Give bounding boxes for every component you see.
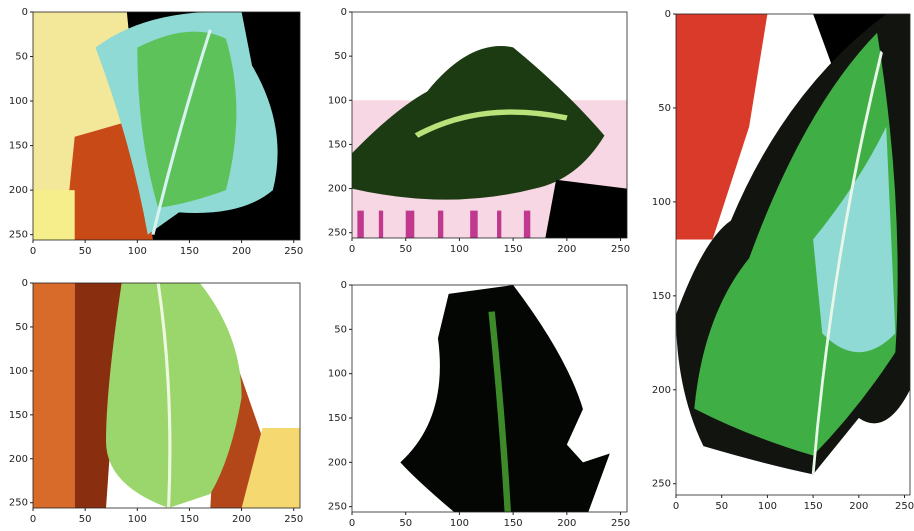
y-tick-label: 150 [328,413,347,424]
y-tick-label: 50 [334,51,347,62]
x-tick-label: 150 [504,518,523,527]
x-tick-label: 200 [557,518,576,527]
x-tick-label: 0 [30,514,36,525]
y-tick-label: 250 [328,502,347,513]
y-tick-label: 150 [9,141,28,152]
x-tick-label: 250 [284,246,303,257]
figure: 0501001502002500501001502002500501001502… [0,0,914,527]
y-tick-label: 0 [22,7,28,18]
x-tick-label: 50 [79,246,92,257]
x-tick-label: 0 [673,501,679,512]
image [33,12,300,240]
x-tick-label: 250 [611,518,630,527]
x-tick-label: 100 [758,501,777,512]
y-tick-label: 250 [9,230,28,241]
y-tick-label: 150 [9,410,28,421]
x-tick-label: 50 [399,244,412,255]
y-tick-label: 150 [652,291,671,302]
y-tick-label: 0 [341,280,347,291]
image [352,285,627,512]
y-tick-label: 200 [652,385,671,396]
y-tick-label: 50 [15,322,28,333]
x-tick-label: 150 [504,244,523,255]
x-tick-label: 50 [79,514,92,525]
y-tick-label: 200 [328,457,347,468]
y-tick-label: 200 [328,184,347,195]
y-tick-label: 250 [9,498,28,509]
x-tick-label: 150 [804,501,823,512]
x-tick-label: 200 [557,244,576,255]
x-tick-label: 100 [450,518,469,527]
y-tick-label: 100 [328,369,347,380]
y-tick-label: 100 [328,95,347,106]
x-tick-label: 200 [232,514,251,525]
y-tick-label: 200 [9,454,28,465]
x-tick-label: 250 [284,514,303,525]
y-tick-label: 250 [652,479,671,490]
x-tick-label: 100 [450,244,469,255]
y-tick-label: 100 [9,366,28,377]
y-tick-label: 0 [22,278,28,289]
x-tick-label: 200 [849,501,868,512]
x-tick-label: 250 [611,244,630,255]
y-tick-label: 50 [334,324,347,335]
y-tick-label: 0 [341,7,347,18]
x-tick-label: 250 [895,501,914,512]
x-tick-label: 150 [180,246,199,257]
x-tick-label: 100 [128,246,147,257]
image [33,283,300,508]
y-tick-label: 50 [658,103,671,114]
x-tick-label: 200 [232,246,251,257]
x-tick-label: 100 [128,514,147,525]
y-tick-label: 0 [665,9,671,20]
y-tick-label: 250 [328,228,347,239]
y-tick-label: 200 [9,185,28,196]
x-tick-label: 50 [715,501,728,512]
x-tick-label: 0 [30,246,36,257]
x-tick-label: 150 [180,514,199,525]
y-tick-label: 50 [15,52,28,63]
image [676,14,910,495]
y-tick-label: 100 [652,197,671,208]
image [352,12,627,238]
y-tick-label: 100 [9,96,28,107]
x-tick-label: 0 [349,518,355,527]
y-tick-label: 150 [328,139,347,150]
x-tick-label: 0 [349,244,355,255]
x-tick-label: 50 [399,518,412,527]
